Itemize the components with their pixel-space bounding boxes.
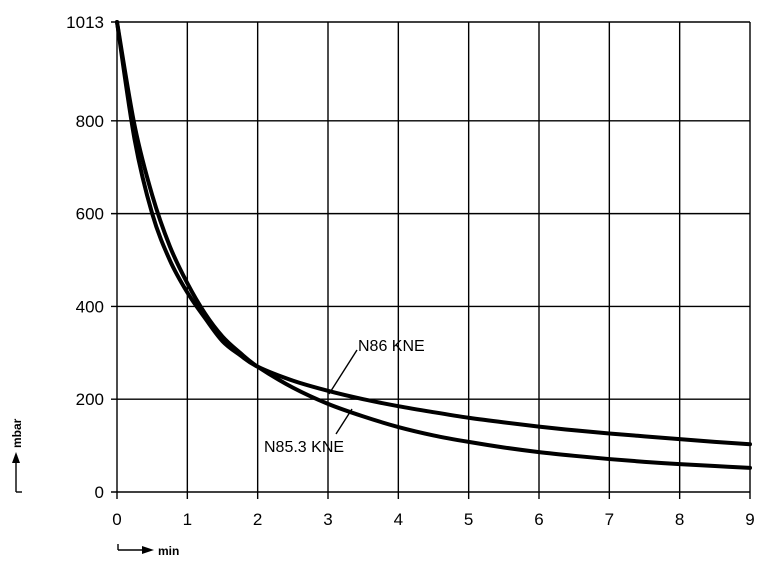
y-tick-label: 200 (76, 390, 104, 409)
y-tick-label: 800 (76, 112, 104, 131)
y-axis-label-arrowhead (12, 452, 20, 463)
y-tick-label: 1013 (66, 13, 104, 32)
x-tick-label: 1 (183, 510, 192, 529)
grid (111, 21, 751, 499)
x-tick-label: 2 (253, 510, 262, 529)
series-line-1 (115, 20, 752, 470)
x-axis-label: min (117, 544, 179, 558)
y-axis-label-text: mbar (10, 418, 24, 448)
x-tick-label: 5 (464, 510, 473, 529)
y-tick-label: 0 (95, 483, 104, 502)
series-line-0 (115, 20, 752, 447)
series-label-n85: N85.3 KNE (264, 408, 353, 456)
x-tick-label: 9 (745, 510, 754, 529)
leader-line-n86 (328, 349, 358, 395)
x-axis-label-arrowhead (142, 546, 154, 554)
x-axis-label-text: min (158, 544, 179, 558)
leader-line-n85 (335, 408, 353, 435)
x-tick-label: 6 (534, 510, 543, 529)
y-axis-label: mbar (10, 418, 24, 493)
x-tick-label: 4 (394, 510, 403, 529)
tick-labels: 0 1 2 3 4 5 6 7 8 9 0 200 400 600 800 1013 (66, 13, 755, 529)
series-label-n85-text: N85.3 KNE (264, 439, 344, 456)
x-tick-label: 0 (112, 510, 121, 529)
series-label-n86: N86 KNE (328, 338, 425, 395)
x-tick-label: 3 (323, 510, 332, 529)
series-label-n86-text: N86 KNE (358, 338, 425, 355)
y-tick-label: 400 (76, 297, 104, 316)
x-tick-label: 7 (605, 510, 614, 529)
series-curves (115, 20, 752, 470)
y-tick-label: 600 (76, 205, 104, 224)
x-tick-label: 8 (675, 510, 684, 529)
